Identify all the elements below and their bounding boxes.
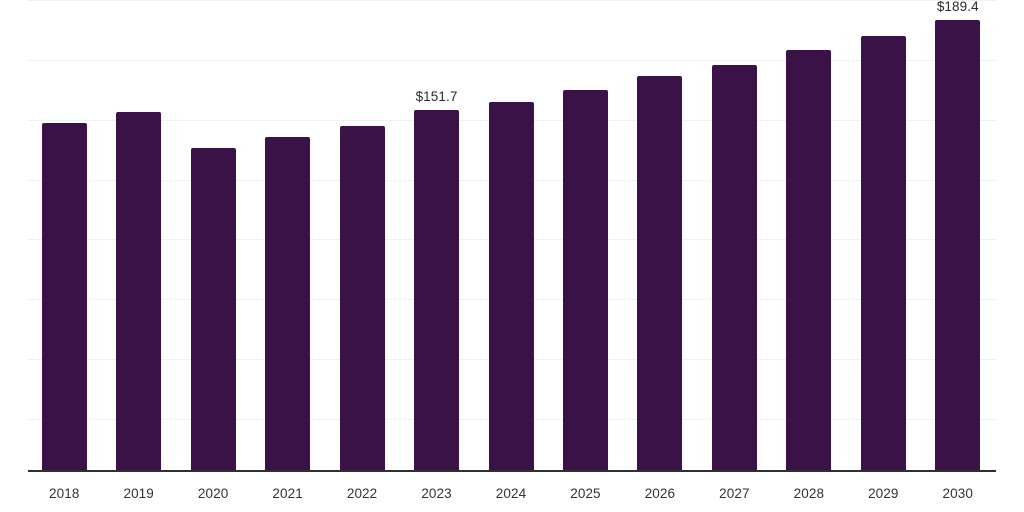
bar-value-label-2023: $151.7 xyxy=(415,88,458,104)
bar-group xyxy=(860,0,906,470)
x-tick-2023: 2023 xyxy=(421,486,452,501)
x-tick-2030: 2030 xyxy=(942,486,973,501)
bar-2019[interactable] xyxy=(116,112,162,470)
bar-group xyxy=(637,0,683,470)
bar-2020[interactable] xyxy=(190,147,236,470)
bar-group xyxy=(562,0,608,470)
bar-group xyxy=(488,0,534,470)
bar-2026[interactable] xyxy=(637,76,683,470)
x-axis-line xyxy=(28,470,996,472)
x-tick-2029: 2029 xyxy=(868,486,899,501)
x-tick-2021: 2021 xyxy=(272,486,303,501)
bar-group xyxy=(786,0,832,470)
bar-2025[interactable] xyxy=(562,89,608,470)
bar-2021[interactable] xyxy=(265,137,311,470)
x-axis-tick-labels: 2018 2019 2020 2021 2022 2023 2024 2025 2026 2027… xyxy=(28,472,996,512)
bar-2029[interactable] xyxy=(860,36,906,470)
x-tick-2018: 2018 xyxy=(49,486,80,501)
chart-plot-area: $151.7 $189.4 xyxy=(28,0,996,470)
x-tick-2027: 2027 xyxy=(719,486,750,501)
x-tick-2026: 2026 xyxy=(644,486,676,501)
x-tick-2028: 2028 xyxy=(793,486,825,501)
bar-group xyxy=(265,0,311,470)
bar-2028[interactable] xyxy=(786,49,832,470)
x-tick-2025: 2025 xyxy=(570,486,601,501)
bar-2030[interactable] xyxy=(935,20,981,470)
bar-group: $189.4 xyxy=(935,0,981,470)
bar-value-label-2030: $189.4 xyxy=(936,0,979,15)
x-tick-2024: 2024 xyxy=(495,486,527,501)
bar-2022[interactable] xyxy=(339,125,385,470)
bar-2018[interactable] xyxy=(41,123,87,470)
bar-group xyxy=(339,0,385,470)
x-tick-2020: 2020 xyxy=(197,486,229,501)
bar-group xyxy=(190,0,236,470)
bar-2027[interactable] xyxy=(711,64,757,470)
bar-group: $151.7 xyxy=(414,0,460,470)
x-tick-2022: 2022 xyxy=(346,486,378,501)
x-tick-2019: 2019 xyxy=(123,486,154,501)
bar-group xyxy=(116,0,162,470)
bar-group xyxy=(41,0,87,470)
bar-2023[interactable] xyxy=(414,109,460,470)
bar-group xyxy=(711,0,757,470)
bar-2024[interactable] xyxy=(488,102,534,470)
